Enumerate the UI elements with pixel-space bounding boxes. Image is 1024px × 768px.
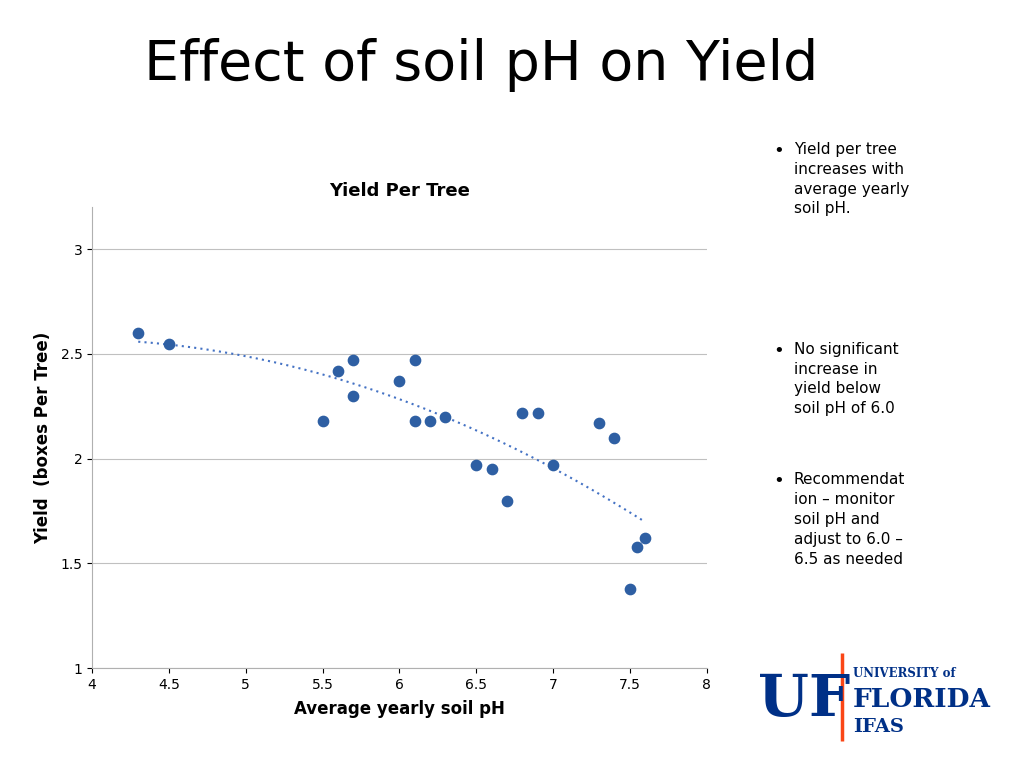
Text: IFAS: IFAS: [853, 718, 904, 736]
Point: [422, 415, 438, 427]
Text: Yield per tree
increases with
average yearly
soil pH.: Yield per tree increases with average ye…: [794, 142, 909, 217]
Text: Effect of soil pH on Yield: Effect of soil pH on Yield: [144, 38, 818, 92]
Point: [468, 458, 484, 471]
Point: [407, 354, 423, 366]
Text: UNIVERSITY of: UNIVERSITY of: [853, 667, 955, 680]
Point: [529, 406, 546, 419]
Y-axis label: Yield  (boxes Per Tree): Yield (boxes Per Tree): [34, 332, 52, 544]
Point: [161, 337, 177, 349]
Point: [391, 375, 408, 387]
Point: [330, 365, 346, 377]
Point: [499, 495, 515, 507]
Point: [314, 415, 331, 427]
X-axis label: Average yearly soil pH: Average yearly soil pH: [294, 700, 505, 718]
Text: •: •: [773, 142, 783, 160]
Text: •: •: [773, 342, 783, 359]
Point: [622, 582, 638, 594]
Point: [407, 415, 423, 427]
Title: Yield Per Tree: Yield Per Tree: [329, 182, 470, 200]
Point: [591, 417, 607, 429]
Point: [437, 411, 454, 423]
Point: [345, 354, 361, 366]
Point: [130, 327, 146, 339]
Point: [637, 532, 653, 545]
Point: [545, 458, 561, 471]
Text: UF: UF: [758, 672, 850, 728]
Point: [483, 463, 500, 475]
Text: •: •: [773, 472, 783, 490]
Text: Recommendat
ion – monitor
soil pH and
adjust to 6.0 –
6.5 as needed: Recommendat ion – monitor soil pH and ad…: [794, 472, 905, 567]
Text: FLORIDA: FLORIDA: [853, 687, 991, 713]
Point: [629, 541, 645, 553]
Point: [514, 406, 530, 419]
Point: [606, 432, 623, 444]
Point: [345, 389, 361, 402]
Text: No significant
increase in
yield below
soil pH of 6.0: No significant increase in yield below s…: [794, 342, 898, 416]
